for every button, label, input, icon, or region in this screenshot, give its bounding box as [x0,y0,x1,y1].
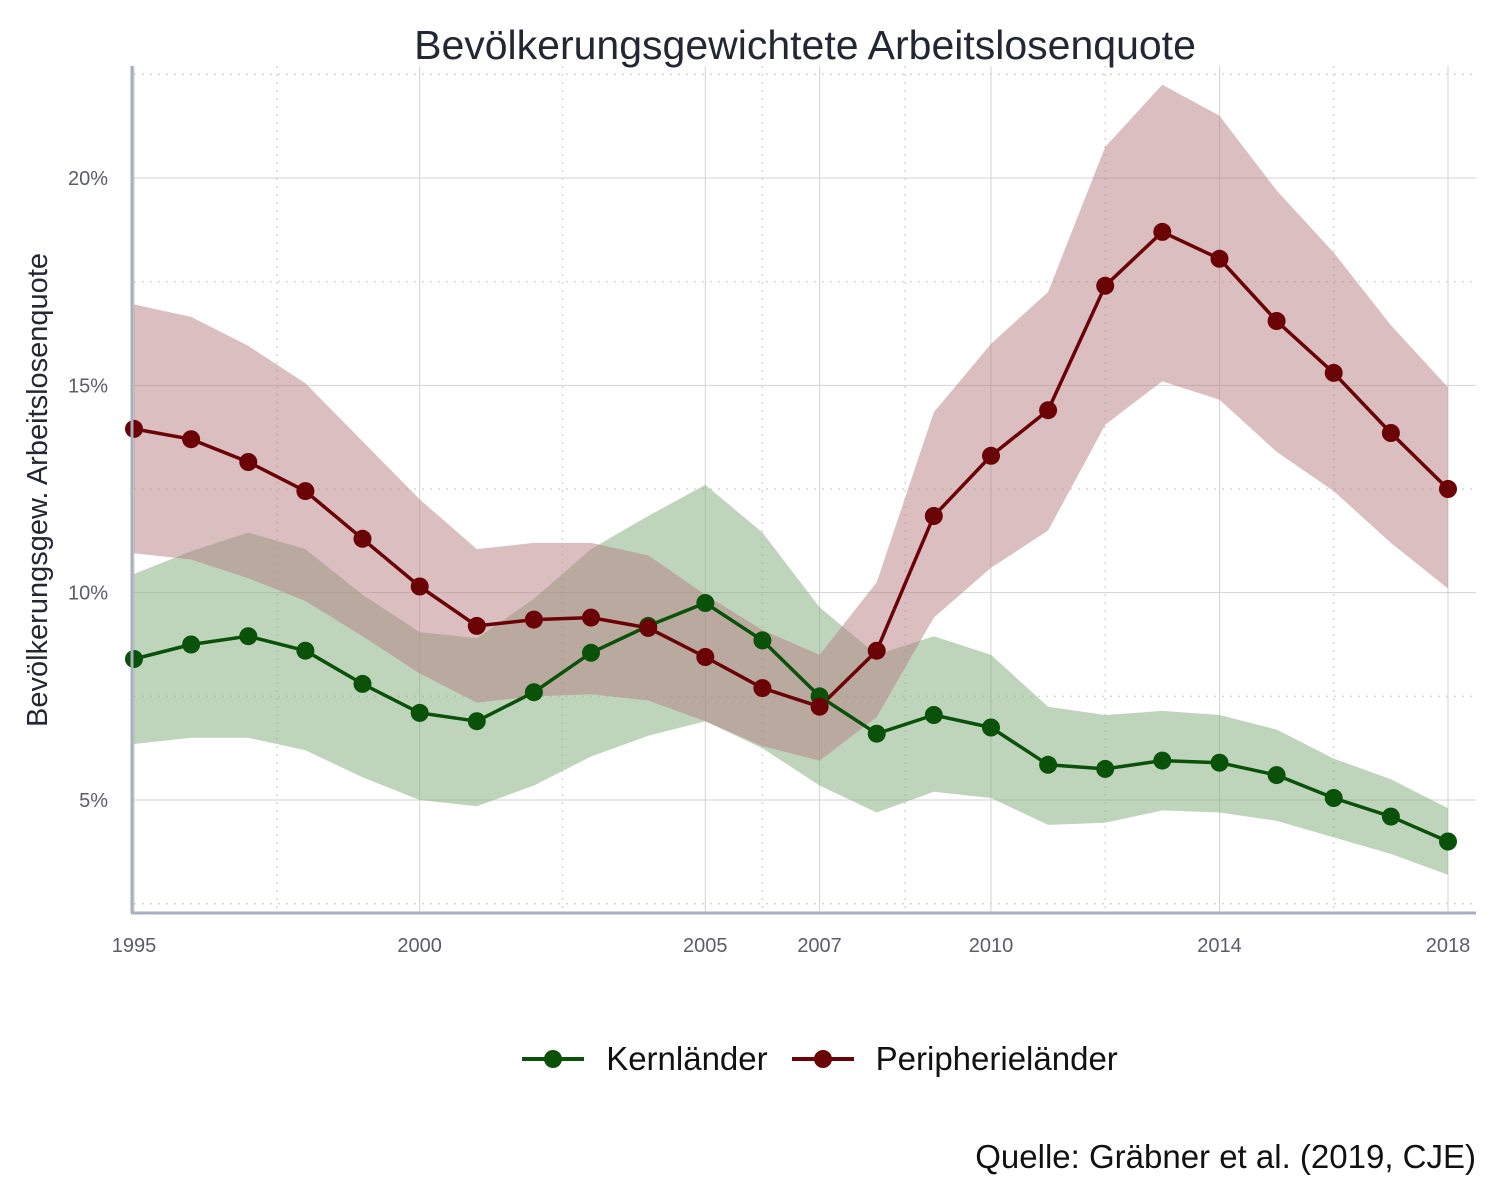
series-lines [133,230,1450,844]
data-point-0-2005 [696,594,715,612]
y-axis-title: Bevölkerungsgew. Arbeitslosenquote [22,253,54,727]
series-line-1 [133,230,1450,709]
data-point-1-2003 [582,608,600,627]
data-point-0-2014 [1210,753,1229,772]
x-tick-label: 2014 [1197,935,1242,957]
data-point-0-2018 [1439,832,1457,851]
axes: 5% 10% 15% 20% 1995 2000 2005 2007 2010 2014 2018 [68,66,1476,957]
data-point-0-2016 [1324,789,1343,807]
data-point-0-2009 [924,706,943,724]
data-point-1-2000 [410,577,429,596]
data-point-1-2008 [867,641,886,660]
data-point-0-2010 [982,718,1000,737]
data-point-1-2016 [1324,363,1343,382]
legend-key-peripherielaender [791,1048,854,1070]
chart-title: Bevölkerungsgewichtete Arbeitslosenquote [414,22,1196,68]
data-point-0-1995 [125,650,143,668]
legend: Kernländer Peripherieländer [0,1040,1500,1078]
data-point-1-2014 [1210,249,1229,268]
x-tick-label: 2010 [969,935,1014,957]
data-point-0-2003 [582,643,600,662]
data-point-0-2012 [1096,759,1115,778]
data-points [125,222,1457,851]
data-point-1-2011 [1039,401,1058,420]
data-point-0-2006 [753,631,772,650]
data-point-1-2015 [1267,312,1286,330]
legend-key-kernlaender [522,1048,585,1070]
legend-label-kernlaender: Kernländer [606,1040,768,1077]
data-point-1-2002 [524,610,543,629]
data-point-1-1999 [353,529,372,548]
confidence-band-1 [134,84,1448,761]
data-point-1-2001 [467,616,486,635]
x-tick-label: 2007 [797,935,842,957]
x-tick-label: 2018 [1426,935,1471,957]
data-point-1-2004 [639,618,658,637]
data-point-1-2018 [1439,480,1457,498]
data-point-1-2009 [924,507,943,525]
data-point-0-1996 [182,635,201,654]
legend-item-peripherielaender: Peripherieländer [791,1040,1118,1078]
x-tick-label: 2000 [397,935,442,957]
data-point-0-2015 [1267,766,1286,785]
data-point-1-2010 [982,446,1000,465]
data-point-1-2006 [753,679,772,698]
confidence-bands [134,84,1448,875]
data-point-0-2000 [410,703,429,722]
source-caption: Quelle: Gräbner et al. (2019, CJE) [975,1138,1476,1175]
data-point-1-2017 [1381,424,1400,442]
data-point-1-2007 [810,697,829,716]
data-point-1-1997 [239,453,258,471]
legend-label-peripherielaender: Peripherieländer [875,1040,1118,1077]
y-tick-label: 5% [79,790,108,812]
data-point-1-1998 [296,482,315,501]
data-point-0-2008 [867,724,886,743]
data-point-0-1999 [353,674,372,693]
series-line-0 [133,601,1449,844]
data-point-1-2013 [1153,222,1172,241]
data-point-1-2012 [1096,276,1115,295]
data-point-0-2002 [524,683,543,702]
data-point-1-1996 [182,430,201,449]
data-point-0-2017 [1381,807,1400,826]
data-point-1-2005 [696,648,715,666]
data-point-0-1997 [239,627,258,646]
y-tick-label: 20% [68,168,108,190]
y-tick-label: 10% [68,583,108,605]
data-point-0-2011 [1039,755,1058,774]
data-point-0-2001 [467,712,486,731]
x-tick-label: 1995 [112,935,157,957]
x-tick-label: 2005 [683,935,728,957]
y-tick-label: 15% [68,375,108,397]
data-point-1-1995 [125,419,143,438]
data-point-0-1998 [296,641,315,660]
legend-item-kernlaender: Kernländer [522,1040,768,1078]
data-point-0-2013 [1153,751,1172,770]
